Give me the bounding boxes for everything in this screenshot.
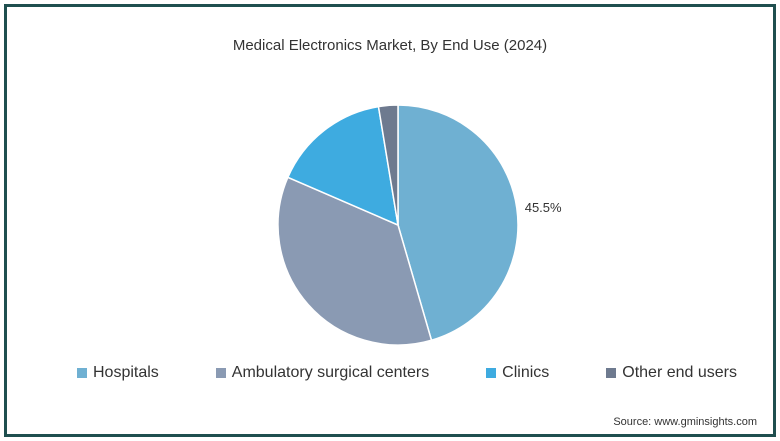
pie-chart: 45.5%: [277, 104, 562, 346]
legend-label: Other end users: [622, 364, 737, 381]
data-label-hospitals: 45.5%: [525, 200, 562, 215]
pie-slice-0: [397, 104, 519, 342]
legend-swatch: [486, 368, 497, 378]
legend-label: Hospitals: [93, 364, 159, 381]
pie-slice-3: [377, 104, 399, 226]
legend-swatch: [606, 368, 617, 378]
legend-label: Clinics: [502, 364, 550, 381]
legend-item-ambulatory: Ambulatory surgical centers: [215, 364, 430, 382]
legend-swatch: [77, 368, 87, 378]
legend-label: Ambulatory surgical centers: [231, 364, 430, 381]
source-note: Source: www.gminsights.com: [613, 416, 757, 428]
legend-item-clinics: Clinics: [486, 364, 549, 382]
chart-title: Medical Electronics Market, By End Use (…: [232, 37, 548, 54]
chart-frame: Medical Electronics Market, By End Use (…: [4, 4, 776, 437]
pie-slice-1: [277, 176, 433, 346]
pie-slice-2: [286, 105, 399, 227]
legend-item-other: Other end users: [606, 364, 737, 382]
legend-swatch: [215, 368, 226, 378]
chart-legend: Hospitals Ambulatory surgical centers Cl…: [77, 364, 737, 382]
legend-item-hospitals: Hospitals: [77, 364, 159, 382]
